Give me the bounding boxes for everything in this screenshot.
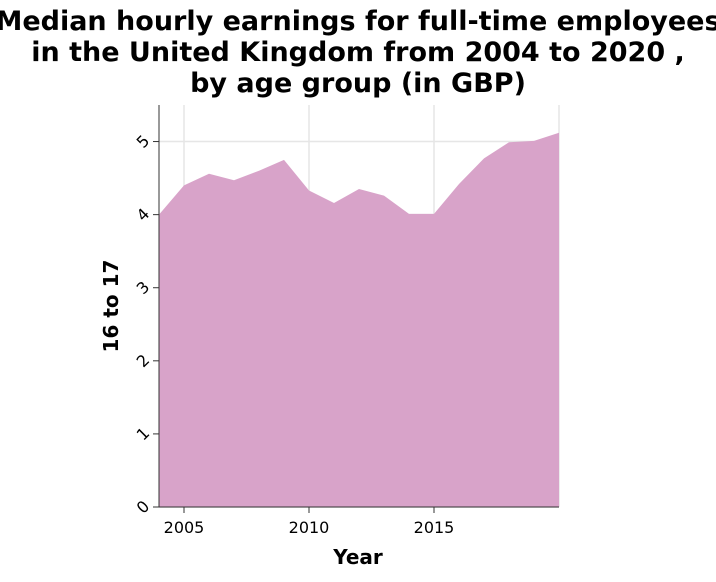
- x-tick-label: 2015: [414, 518, 455, 537]
- y-tick-label: 3: [133, 277, 154, 298]
- x-axis-label: Year: [332, 545, 383, 569]
- x-tick-label: 2005: [164, 518, 205, 537]
- axes: [153, 105, 559, 513]
- area-series: [159, 132, 559, 508]
- y-tick-label: 4: [133, 204, 154, 225]
- y-tick-label: 5: [133, 131, 154, 152]
- y-axis-label: 16 to 17: [99, 260, 123, 353]
- chart-title-line-1: Median hourly earnings for full-time emp…: [0, 6, 716, 37]
- chart-title-line-3: by age group (in GBP): [190, 68, 526, 99]
- y-tick-label: 0: [133, 497, 154, 518]
- area-fill: [159, 132, 559, 508]
- chart-title-line-2: in the United Kingdom from 2004 to 2020 …: [31, 37, 685, 68]
- y-tick-label: 2: [133, 350, 154, 371]
- y-tick-label: 1: [133, 424, 154, 445]
- x-tick-label: 2010: [289, 518, 330, 537]
